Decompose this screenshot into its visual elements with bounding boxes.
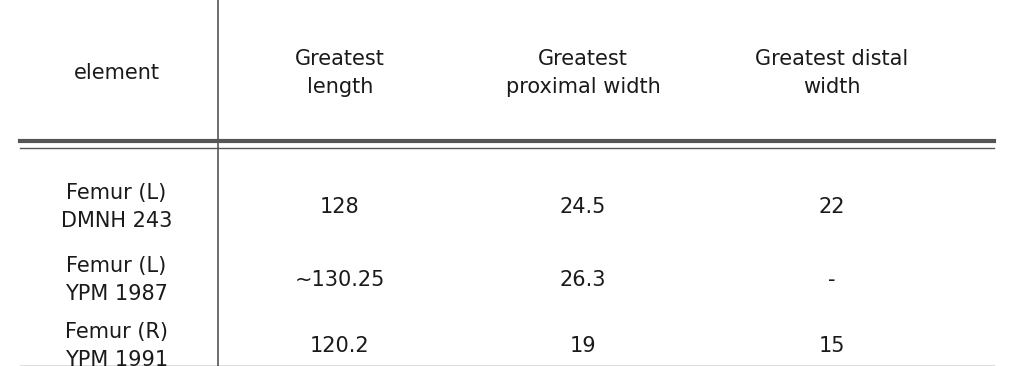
Text: 120.2: 120.2 (310, 336, 369, 356)
Text: Femur (L)
YPM 1987: Femur (L) YPM 1987 (65, 256, 168, 304)
Text: ~130.25: ~130.25 (294, 270, 385, 290)
Text: 19: 19 (570, 336, 596, 356)
Text: Greatest distal
width: Greatest distal width (754, 49, 909, 97)
Text: element: element (74, 63, 159, 83)
Text: 128: 128 (319, 197, 360, 217)
Text: Femur (R)
YPM 1991: Femur (R) YPM 1991 (65, 322, 168, 366)
Text: Greatest
length: Greatest length (295, 49, 384, 97)
Text: 22: 22 (818, 197, 845, 217)
Text: 24.5: 24.5 (560, 197, 606, 217)
Text: 15: 15 (818, 336, 845, 356)
Text: Greatest
proximal width: Greatest proximal width (506, 49, 660, 97)
Text: 26.3: 26.3 (560, 270, 606, 290)
Text: -: - (827, 270, 836, 290)
Text: Femur (L)
DMNH 243: Femur (L) DMNH 243 (61, 183, 172, 231)
